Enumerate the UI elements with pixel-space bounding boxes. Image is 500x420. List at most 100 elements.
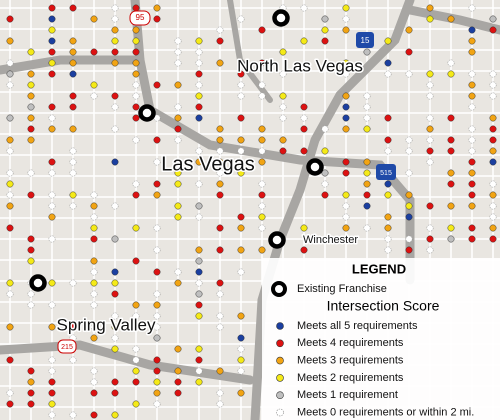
intersection-dot [27,103,35,111]
intersection-dot [216,312,224,320]
intersection-dot [216,125,224,133]
intersection-dot [258,191,266,199]
intersection-dot [279,114,287,122]
intersection-dot [426,147,434,155]
intersection-dot [153,4,161,12]
intersection-dot [405,48,413,56]
intersection-dot [174,48,182,56]
intersection-dot [216,224,224,232]
intersection-dot [153,389,161,397]
intersection-dot [363,202,371,210]
intersection-dot [195,37,203,45]
intersection-dot [27,70,35,78]
intersection-dot [489,235,497,243]
intersection-dot [132,301,140,309]
intersection-dot [279,147,287,155]
intersection-dot [27,81,35,89]
intersection-dot [6,290,14,298]
intersection-dot [27,257,35,265]
intersection-dot [153,312,161,320]
intersection-dot [69,169,77,177]
intersection-dot [489,202,497,210]
intersection-dot [489,136,497,144]
intersection-dot [48,411,56,419]
intersection-dot [132,136,140,144]
intersection-dot [111,59,119,67]
intersection-dot [90,411,98,419]
intersection-dot [174,136,182,144]
intersection-dot [69,202,77,210]
legend-dot [276,339,284,348]
intersection-dot [111,158,119,166]
intersection-dot [384,180,392,188]
intersection-dot [384,147,392,155]
intersection-dot [321,26,329,34]
intersection-dot [468,81,476,89]
intersection-dot [489,26,497,34]
intersection-dot [384,114,392,122]
intersection-dot [48,158,56,166]
intersection-dot [447,202,455,210]
intersection-dot [489,114,497,122]
intersection-dot [237,224,245,232]
intersection-dot [342,26,350,34]
intersection-dot [48,26,56,34]
intersection-dot [27,367,35,375]
intersection-dot [48,279,56,287]
intersection-dot [111,235,119,243]
intersection-dot [216,26,224,34]
intersection-dot [363,158,371,166]
intersection-dot [153,367,161,375]
intersection-dot [342,158,350,166]
intersection-dot [258,92,266,100]
intersection-dot [321,37,329,45]
intersection-dot [153,191,161,199]
intersection-dot [237,367,245,375]
place-label: Las Vegas [161,153,254,175]
intersection-dot [342,4,350,12]
intersection-dot [468,92,476,100]
intersection-dot [69,70,77,78]
intersection-dot [195,356,203,364]
intersection-dot [363,48,371,56]
intersection-dot [426,81,434,89]
intersection-dot [237,246,245,254]
intersection-dot [237,147,245,155]
intersection-dot [195,70,203,78]
intersection-dot [489,70,497,78]
intersection-dot [90,389,98,397]
intersection-dot [195,312,203,320]
intersection-dot [342,70,350,78]
intersection-dot [363,224,371,232]
intersection-dot [153,323,161,331]
intersection-dot [405,246,413,254]
intersection-dot [195,246,203,254]
intersection-dot [195,103,203,111]
intersection-dot [48,70,56,78]
intersection-dot [132,59,140,67]
legend-dot [276,391,284,400]
intersection-dot [48,191,56,199]
intersection-dot [342,59,350,67]
intersection-dot [27,290,35,298]
intersection-dot [132,37,140,45]
legend-dot [276,322,284,330]
intersection-dot [153,334,161,342]
intersection-dot [216,158,224,166]
intersection-dot [426,15,434,23]
intersection-dot [27,400,35,408]
intersection-dot [111,345,119,353]
intersection-dot [111,48,119,56]
intersection-dot [6,356,14,364]
intersection-dot [6,400,14,408]
intersection-dot [321,191,329,199]
intersection-dot [216,279,224,287]
intersection-dot [363,125,371,133]
intersection-dot [111,378,119,386]
intersection-dot [111,334,119,342]
intersection-dot [195,114,203,122]
intersection-dot [195,279,203,287]
intersection-dot [48,169,56,177]
intersection-dot [342,224,350,232]
intersection-dot [174,169,182,177]
